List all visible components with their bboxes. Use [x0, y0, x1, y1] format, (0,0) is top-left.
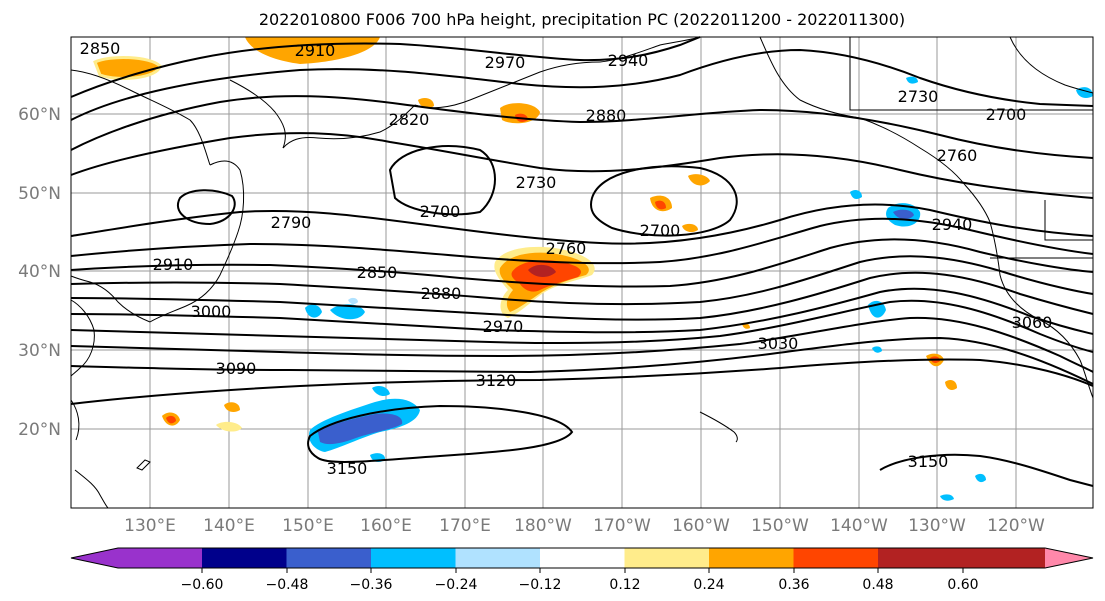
- contour-label-2970-north: 2970: [485, 53, 526, 72]
- contour-label-2940-east: 2940: [932, 215, 973, 234]
- contour-label-2760-east: 2760: [937, 146, 978, 165]
- alaska-canada-border: [849, 37, 1093, 111]
- sakhalin-coast: [209, 160, 245, 233]
- contour-label-3090: 3090: [216, 359, 257, 378]
- colorbar-label-neg024: −0.24: [435, 577, 478, 593]
- colorbar-segment: [371, 548, 456, 568]
- colorbar-segment: [709, 548, 794, 568]
- colorbar-segment: [624, 548, 709, 568]
- height-contours: [70, 36, 1094, 487]
- contour-label-2760-center: 2760: [546, 239, 587, 258]
- kamchatka-coast: [229, 79, 286, 149]
- alaska-south-coast: [700, 36, 861, 119]
- contour-label-2700-northeast: 2700: [986, 105, 1027, 124]
- luzon-coast: [74, 469, 109, 509]
- contour-label-3150-east: 3150: [908, 452, 949, 471]
- colorbar-label-neg060: −0.60: [181, 577, 224, 593]
- precip-negative-west-pacific: [305, 297, 420, 463]
- colorbar-segment: [793, 548, 878, 568]
- colorbar-label-pos036: 0.36: [778, 577, 809, 593]
- precip-positive-small-cells: [162, 323, 957, 432]
- china-coast: [70, 299, 95, 377]
- bering-coast-west: [282, 104, 416, 149]
- colorbar-segment: [286, 548, 371, 568]
- contour-label-3150-west: 3150: [327, 459, 368, 478]
- contour-label-2880-north: 2880: [586, 106, 627, 125]
- hawaii-islands: [699, 411, 738, 443]
- small-island: [136, 459, 151, 471]
- panhandle-coast: [859, 117, 991, 223]
- baja-coast: [1079, 359, 1094, 399]
- contour-label-3060: 3060: [1012, 313, 1053, 332]
- map-frame: [70, 36, 1094, 509]
- precip-shading: [93, 37, 1093, 501]
- contour-label-2730-center: 2730: [516, 173, 557, 192]
- us-west-coast: [989, 221, 1081, 361]
- contour-label-3030: 3030: [758, 334, 799, 353]
- lon-label-140w: 140°W: [830, 516, 888, 536]
- lon-label-150e: 150°E: [282, 516, 334, 536]
- contour-label-2820: 2820: [389, 110, 430, 129]
- aleutian-north: [414, 61, 601, 109]
- colorbar-segment: [878, 548, 1045, 568]
- latitude-labels: 60°N 50°N 40°N 30°N 20°N: [18, 105, 61, 440]
- lon-label-180w: 180°W: [514, 516, 572, 536]
- lon-label-160e: 160°E: [360, 516, 412, 536]
- colorbar-segment: [540, 548, 625, 568]
- colorbar-extend-low: [71, 548, 118, 568]
- contour-label-3120: 3120: [476, 371, 517, 390]
- colorbar-segments: [71, 548, 1093, 568]
- lat-label-60n: 60°N: [18, 105, 61, 125]
- lon-label-120w: 120°W: [987, 516, 1045, 536]
- contour-label-3000: 3000: [191, 302, 232, 321]
- colorbar-segment: [455, 548, 540, 568]
- colorbar: −0.60 −0.48 −0.36 −0.24 −0.12 0.12 0.24 …: [70, 547, 1094, 593]
- colorbar-outline: [70, 547, 1094, 569]
- contour-label-2850-nw: 2850: [80, 39, 121, 58]
- canada-inner-coast: [1009, 36, 1094, 94]
- contour-label-2880-center: 2880: [421, 284, 462, 303]
- colorbar-label-neg048: −0.48: [266, 577, 309, 593]
- contour-label-2700-east-low: 2700: [640, 221, 681, 240]
- longitude-labels: 130°E 140°E 150°E 160°E 170°E 180°W 170°…: [124, 516, 1045, 536]
- contour-label-2970-center: 2970: [483, 317, 524, 336]
- colorbar-label-pos048: 0.48: [862, 577, 893, 593]
- contour-label-2700-west-low: 2700: [420, 202, 461, 221]
- colorbar-label-pos060: 0.60: [947, 577, 978, 593]
- contour-label-2910-north: 2910: [295, 41, 336, 60]
- colorbar-tick-labels: −0.60 −0.48 −0.36 −0.24 −0.12 0.12 0.24 …: [181, 577, 979, 593]
- colorbar-label-neg012: −0.12: [519, 577, 562, 593]
- colorbar-label-neg036: −0.36: [350, 577, 393, 593]
- japan-coast: [149, 231, 239, 323]
- contour-label-2730-alaska: 2730: [898, 87, 939, 106]
- colorbar-extend-high: [1045, 548, 1093, 568]
- figure-title: 2022010800 F006 700 hPa height, precipit…: [259, 10, 905, 29]
- colorbar-ticks: [201, 568, 964, 573]
- colorbar-label-pos012: 0.12: [609, 577, 640, 593]
- province-border: [1044, 200, 1093, 241]
- map-panel: 2850 2910 2970 2940 2880 2820 2730 2700 …: [70, 36, 1094, 509]
- lat-label-40n: 40°N: [18, 262, 61, 282]
- contour-label-2790: 2790: [271, 213, 312, 232]
- lat-label-20n: 20°N: [18, 420, 61, 440]
- lon-label-130e: 130°E: [124, 516, 176, 536]
- lat-label-30n: 30°N: [18, 341, 61, 361]
- contour-labels: 2850 2910 2970 2940 2880 2820 2730 2700 …: [80, 39, 1053, 478]
- lon-label-160w: 160°W: [672, 516, 730, 536]
- siberia-coast: [70, 69, 211, 166]
- colorbar-segment: [202, 548, 287, 568]
- lon-label-130w: 130°W: [908, 516, 966, 536]
- taiwan-coast: [70, 399, 80, 441]
- lon-label-170e: 170°E: [439, 516, 491, 536]
- contour-label-2850-center: 2850: [357, 263, 398, 282]
- lon-label-170w: 170°W: [593, 516, 651, 536]
- contour-label-2940-north: 2940: [608, 51, 649, 70]
- colorbar-label-pos024: 0.24: [693, 577, 724, 593]
- lon-label-150w: 150°W: [751, 516, 809, 536]
- colorbar-segment: [118, 548, 202, 568]
- lat-label-50n: 50°N: [18, 184, 61, 204]
- contour-label-2910-west: 2910: [153, 255, 194, 274]
- lon-label-140e: 140°E: [203, 516, 255, 536]
